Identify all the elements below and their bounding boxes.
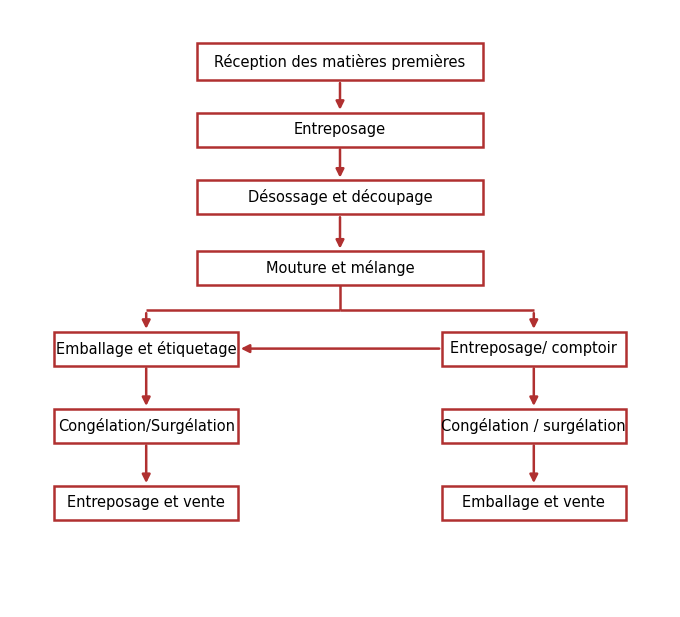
FancyBboxPatch shape (54, 409, 238, 443)
Text: Réception des matières premières: Réception des matières premières (214, 54, 466, 70)
Text: Entreposage et vente: Entreposage et vente (67, 495, 225, 510)
Text: Entreposage/ comptoir: Entreposage/ comptoir (450, 341, 617, 356)
Text: Entreposage: Entreposage (294, 122, 386, 137)
Text: Mouture et mélange: Mouture et mélange (266, 260, 414, 276)
Text: Congélation / surgélation: Congélation / surgélation (441, 418, 626, 434)
FancyBboxPatch shape (197, 180, 483, 215)
Text: Congélation/Surgélation: Congélation/Surgélation (58, 418, 235, 434)
FancyBboxPatch shape (442, 409, 626, 443)
FancyBboxPatch shape (54, 332, 238, 365)
FancyBboxPatch shape (197, 43, 483, 80)
FancyBboxPatch shape (197, 112, 483, 146)
Text: Emballage et vente: Emballage et vente (462, 495, 605, 510)
FancyBboxPatch shape (442, 332, 626, 365)
FancyBboxPatch shape (54, 486, 238, 520)
Text: Emballage et étiquetage: Emballage et étiquetage (56, 341, 237, 357)
FancyBboxPatch shape (442, 486, 626, 520)
Text: Désossage et découpage: Désossage et découpage (248, 189, 432, 205)
FancyBboxPatch shape (197, 252, 483, 285)
